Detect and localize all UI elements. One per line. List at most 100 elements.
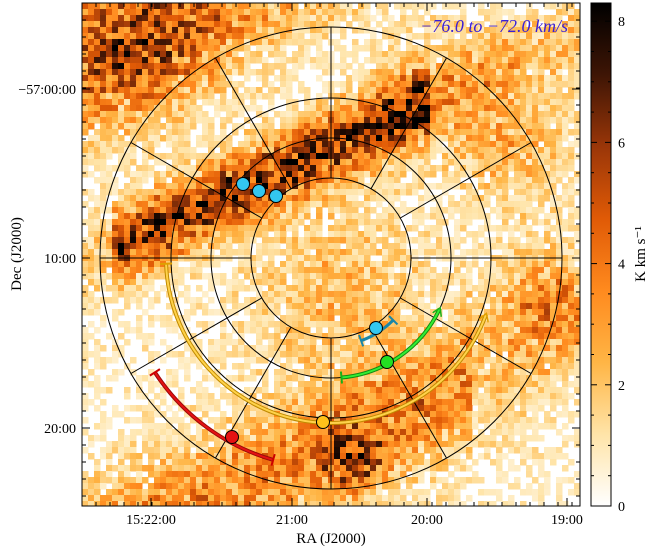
heatmap-pixel bbox=[520, 273, 527, 280]
heatmap-pixel bbox=[274, 279, 281, 286]
heatmap-pixel bbox=[574, 39, 580, 46]
heatmap-pixel bbox=[376, 51, 383, 58]
heatmap-pixel bbox=[412, 273, 419, 280]
heatmap-pixel bbox=[502, 51, 509, 58]
heatmap-pixel bbox=[460, 87, 467, 94]
heatmap-pixel bbox=[100, 135, 107, 142]
heatmap-pixel bbox=[448, 273, 455, 280]
heatmap-pixel bbox=[340, 267, 347, 274]
heatmap-pixel bbox=[442, 27, 449, 34]
heatmap-pixel bbox=[142, 237, 149, 244]
heatmap-pixel bbox=[478, 21, 485, 28]
heatmap-pixel bbox=[412, 159, 419, 166]
heatmap-pixel bbox=[502, 243, 509, 250]
heatmap-pixel bbox=[526, 45, 533, 52]
heatmap-pixel bbox=[568, 333, 575, 340]
heatmap-pixel bbox=[370, 57, 377, 64]
heatmap-pixel bbox=[100, 123, 107, 130]
heatmap-pixel bbox=[166, 267, 173, 274]
heatmap-pixel bbox=[538, 57, 545, 64]
heatmap-pixel bbox=[190, 309, 197, 316]
heatmap-pixel bbox=[478, 195, 485, 202]
heatmap-pixel bbox=[220, 159, 227, 166]
heatmap-pixel bbox=[424, 273, 431, 280]
heatmap-pixel bbox=[454, 3, 461, 10]
heatmap-pixel bbox=[556, 81, 563, 88]
heatmap-pixel bbox=[310, 147, 317, 154]
heatmap-pixel bbox=[508, 225, 515, 232]
heatmap-pixel bbox=[550, 291, 557, 298]
heatmap-pixel bbox=[292, 141, 299, 148]
heatmap-pixel bbox=[454, 201, 461, 208]
heatmap-pixel bbox=[208, 45, 215, 52]
heatmap-pixel bbox=[334, 39, 341, 46]
heatmap-pixel bbox=[388, 231, 395, 238]
heatmap-pixel bbox=[238, 201, 245, 208]
heatmap-pixel bbox=[322, 105, 329, 112]
heatmap-pixel bbox=[244, 345, 251, 352]
heatmap-pixel bbox=[232, 87, 239, 94]
heatmap-pixel bbox=[424, 369, 431, 376]
heatmap-pixel bbox=[358, 219, 365, 226]
heatmap-pixel bbox=[436, 417, 443, 424]
heatmap-pixel bbox=[472, 315, 479, 322]
heatmap-pixel bbox=[178, 333, 185, 340]
heatmap-pixel bbox=[538, 39, 545, 46]
heatmap-pixel bbox=[220, 339, 227, 346]
heatmap-pixel bbox=[568, 255, 575, 262]
heatmap-pixel bbox=[136, 45, 143, 52]
heatmap-pixel bbox=[568, 99, 575, 106]
heatmap-pixel bbox=[538, 375, 545, 382]
heatmap-pixel bbox=[412, 75, 419, 82]
heatmap-pixel bbox=[418, 21, 425, 28]
heatmap-pixel bbox=[94, 363, 101, 370]
heatmap-pixel bbox=[538, 333, 545, 340]
heatmap-pixel bbox=[250, 87, 257, 94]
heatmap-pixel bbox=[100, 27, 107, 34]
heatmap-pixel bbox=[418, 63, 425, 70]
heatmap-pixel bbox=[304, 147, 311, 154]
heatmap-pixel bbox=[322, 285, 329, 292]
heatmap-pixel bbox=[496, 321, 503, 328]
heatmap-pixel bbox=[148, 399, 155, 406]
heatmap-pixel bbox=[502, 417, 509, 424]
heatmap-pixel bbox=[322, 165, 329, 172]
heatmap-pixel bbox=[82, 201, 89, 208]
heatmap-pixel bbox=[424, 69, 431, 76]
heatmap-pixel bbox=[310, 195, 317, 202]
heatmap-pixel bbox=[382, 129, 389, 136]
heatmap-pixel bbox=[502, 177, 509, 184]
heatmap-pixel bbox=[514, 363, 521, 370]
heatmap-pixel bbox=[388, 117, 395, 124]
heatmap-pixel bbox=[88, 45, 95, 52]
heatmap-pixel bbox=[352, 405, 359, 412]
heatmap-pixel bbox=[220, 393, 227, 400]
heatmap-pixel bbox=[172, 237, 179, 244]
heatmap-pixel bbox=[334, 45, 341, 52]
heatmap-pixel bbox=[208, 171, 215, 178]
heatmap-pixel bbox=[532, 63, 539, 70]
heatmap-pixel bbox=[538, 273, 545, 280]
heatmap-pixel bbox=[202, 231, 209, 238]
heatmap-pixel bbox=[142, 243, 149, 250]
heatmap-pixel bbox=[364, 351, 371, 358]
heatmap-pixel bbox=[436, 27, 443, 34]
heatmap-pixel bbox=[190, 51, 197, 58]
heatmap-pixel bbox=[520, 231, 527, 238]
heatmap-pixel bbox=[478, 279, 485, 286]
heatmap-pixel bbox=[226, 375, 233, 382]
heatmap-pixel bbox=[550, 87, 557, 94]
heatmap-pixel bbox=[166, 345, 173, 352]
heatmap-pixel bbox=[442, 45, 449, 52]
heatmap-pixel bbox=[148, 27, 155, 34]
heatmap-pixel bbox=[496, 207, 503, 214]
heatmap-pixel bbox=[340, 291, 347, 298]
heatmap-pixel bbox=[436, 213, 443, 220]
heatmap-pixel bbox=[448, 357, 455, 364]
heatmap-pixel bbox=[292, 201, 299, 208]
heatmap-pixel bbox=[550, 381, 557, 388]
heatmap-pixel bbox=[256, 339, 263, 346]
heatmap-pixel bbox=[574, 63, 580, 70]
heatmap-pixel bbox=[544, 261, 551, 268]
heatmap-pixel bbox=[568, 267, 575, 274]
